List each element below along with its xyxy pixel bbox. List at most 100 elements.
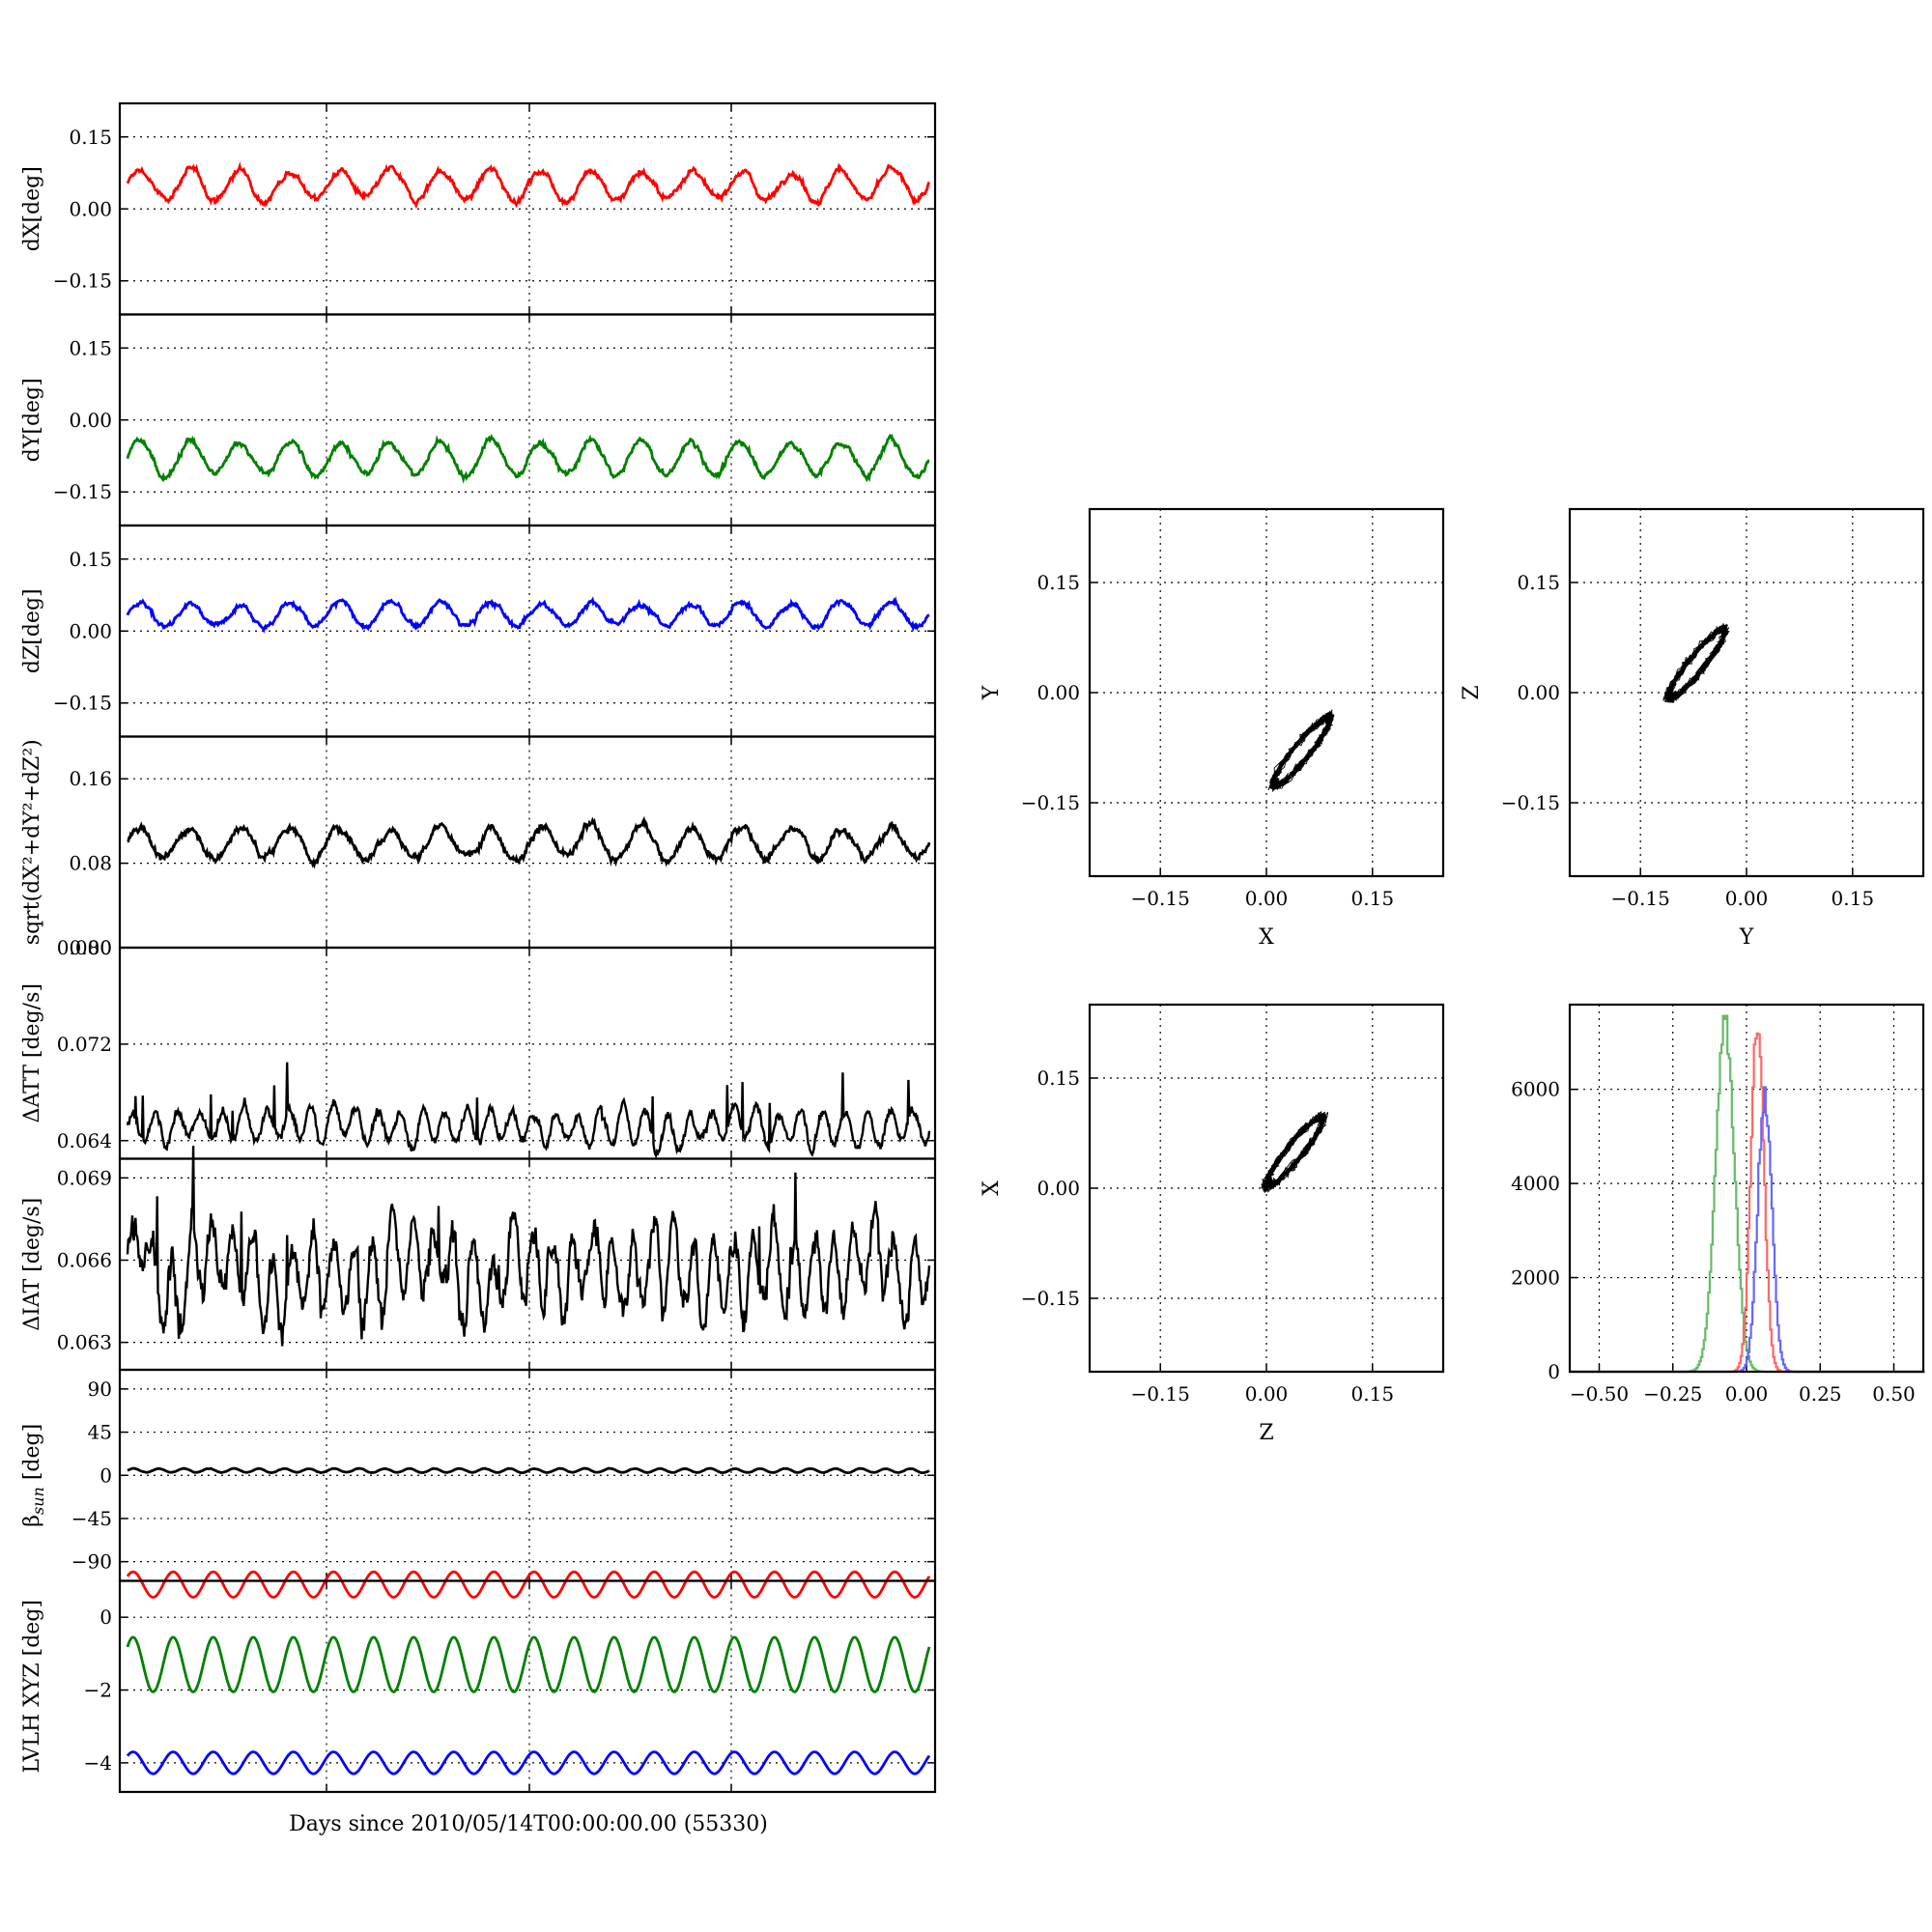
y-tick-label: 0.08	[69, 852, 112, 875]
x-tick-label: −0.15	[1131, 1382, 1190, 1406]
series-line	[126, 1635, 931, 1693]
y-tick-label: 0.00	[69, 619, 112, 642]
y-tick-label: 90	[88, 1378, 112, 1401]
panel-dz: 0.15 0.00 −0.15 dZ[deg]	[20, 524, 937, 738]
series-line	[126, 1062, 931, 1159]
panel-diat: 0.069 0.066 0.063 ΔIAT [deg/s]	[20, 1146, 937, 1372]
trajectory-line	[1267, 709, 1335, 792]
y-tick-label: −45	[71, 1507, 112, 1530]
x-tick-label: 0.25	[1799, 1382, 1842, 1406]
y-tick-label: 0.15	[1517, 571, 1560, 594]
y-tick-label: 0	[99, 1463, 112, 1487]
histogram-series	[1570, 1032, 1925, 1374]
scatter-panel-zx: −0.15 −0.15 0.00 0.00 0.15 0.15 Z X	[980, 1003, 1445, 1445]
y-tick-label: 2000	[1511, 1266, 1560, 1290]
y-tick-label: −0.15	[53, 270, 112, 293]
panel-lvlh: 0 −2 −4 LVLH XYZ [deg]	[20, 1570, 937, 1794]
x-tick-label: −0.50	[1570, 1382, 1629, 1406]
x-tick-label: 0.00	[1725, 1382, 1769, 1406]
x-tick-label: 0.15	[1351, 887, 1395, 910]
y-axis-label: dZ[deg]	[20, 588, 44, 673]
series-line	[127, 815, 931, 869]
series-line	[126, 1750, 931, 1776]
y-tick-label: 6000	[1511, 1078, 1560, 1101]
y-tick-label: −0.15	[53, 480, 112, 503]
y-axis-label: ΔIAT [deg/s]	[20, 1198, 44, 1331]
x-tick-label: −0.25	[1643, 1382, 1702, 1406]
y-tick-label: 0.00	[69, 197, 112, 220]
plot-area: 0.15 0.00 −0.15 dX[deg] 0.15 0.00 −0.15 dY[deg]…	[20, 101, 1925, 1794]
y-tick-label: 0.00	[69, 936, 112, 959]
panel-dr: 0.16 0.08 0.00 sqrt(dX²+dY²+dZ²)	[20, 735, 937, 959]
histogram-panel: −0.50 −0.25 0.00 0.25 0.50 6000 4000 2000 0	[1511, 1003, 1925, 1406]
y-tick-label: 0.066	[57, 1248, 112, 1271]
y-axis-label: dX[deg]	[20, 166, 44, 251]
panel-dx: 0.15 0.00 −0.15 dX[deg]	[20, 101, 937, 316]
x-tick-label: 0.00	[1245, 1382, 1289, 1406]
x-tick-label: −0.15	[1611, 887, 1670, 910]
y-axis-label: βsun [deg]	[20, 1424, 47, 1527]
y-tick-label: 0.00	[1037, 681, 1080, 704]
y-axis-label: LVLH XYZ [deg]	[20, 1600, 44, 1774]
trajectory-line	[1662, 623, 1730, 704]
y-axis-label: Z	[1460, 685, 1484, 699]
series-line	[126, 596, 930, 634]
series-line	[126, 1570, 931, 1599]
x-tick-label: 0.00	[1725, 887, 1769, 910]
y-tick-label: 4000	[1511, 1172, 1560, 1195]
y-tick-label: −90	[71, 1550, 112, 1574]
series-line	[126, 161, 931, 210]
panel-datt: 0.080 0.072 0.064 ΔATT [deg/s]	[20, 936, 937, 1160]
y-tick-label: 0.064	[57, 1129, 112, 1152]
y-tick-label: 0.15	[69, 336, 112, 359]
y-tick-label: 0.063	[57, 1331, 112, 1354]
y-tick-label: 0.080	[57, 936, 112, 959]
axes-frame	[1088, 1003, 1445, 1374]
trajectory-line	[1260, 1111, 1329, 1194]
y-tick-label: 0.00	[1517, 681, 1560, 704]
axes-frame	[1568, 507, 1925, 878]
y-axis-label: ΔATT [deg/s]	[20, 983, 44, 1122]
y-tick-label: 0	[1548, 1360, 1560, 1383]
x-tick-label: 0.15	[1351, 1382, 1395, 1406]
y-tick-label: 0.00	[1037, 1177, 1080, 1200]
axes-frame	[1568, 1003, 1925, 1374]
time-axis-label: Days since 2010/05/14T00:00:00.00 (55330…	[289, 1812, 768, 1836]
y-tick-label: 0.15	[69, 548, 112, 571]
y-tick-label: −0.15	[1021, 791, 1080, 814]
y-tick-label: 0.00	[69, 409, 112, 432]
x-tick-label: −0.15	[1131, 887, 1190, 910]
panel-bsun: 90 45 0 −45 −90 βsun [deg]	[20, 1368, 937, 1582]
y-tick-label: 0.15	[1037, 571, 1080, 594]
y-tick-label: 0.16	[69, 767, 112, 790]
y-tick-label: −4	[84, 1751, 112, 1775]
histogram-series	[1570, 1014, 1925, 1374]
x-axis-label: X	[1259, 925, 1274, 950]
y-tick-label: 45	[88, 1421, 112, 1444]
scatter-panel-yz: −0.15 −0.15 0.00 0.00 0.15 0.15 Y Z	[1460, 507, 1925, 950]
y-tick-label: −0.15	[1501, 791, 1560, 814]
x-tick-label: 0.00	[1245, 887, 1289, 910]
series-line	[126, 1146, 931, 1347]
series-line	[127, 1466, 930, 1475]
y-tick-label: −2	[84, 1679, 112, 1702]
y-axis-label: X	[980, 1180, 1004, 1196]
y-tick-label: −0.15	[1021, 1287, 1080, 1310]
y-axis-label: sqrt(dX²+dY²+dZ²)	[20, 739, 44, 945]
series-line	[126, 433, 930, 484]
y-axis-label: Y	[980, 685, 1004, 700]
y-tick-label: −0.15	[53, 692, 112, 715]
y-tick-label: 0.15	[1037, 1066, 1080, 1090]
y-tick-label: 0	[99, 1605, 112, 1629]
y-tick-label: 0.072	[57, 1033, 112, 1056]
panel-dy: 0.15 0.00 −0.15 dY[deg]	[20, 313, 937, 527]
x-axis-label: Z	[1259, 1421, 1273, 1445]
y-tick-label: 0.069	[57, 1166, 112, 1189]
axes-frame	[1088, 507, 1445, 878]
x-tick-label: 0.15	[1832, 887, 1875, 910]
axes-frame	[118, 1579, 937, 1794]
y-tick-label: 0.15	[69, 126, 112, 149]
x-tick-label: 0.50	[1872, 1382, 1916, 1406]
x-axis-label: Y	[1739, 925, 1754, 950]
